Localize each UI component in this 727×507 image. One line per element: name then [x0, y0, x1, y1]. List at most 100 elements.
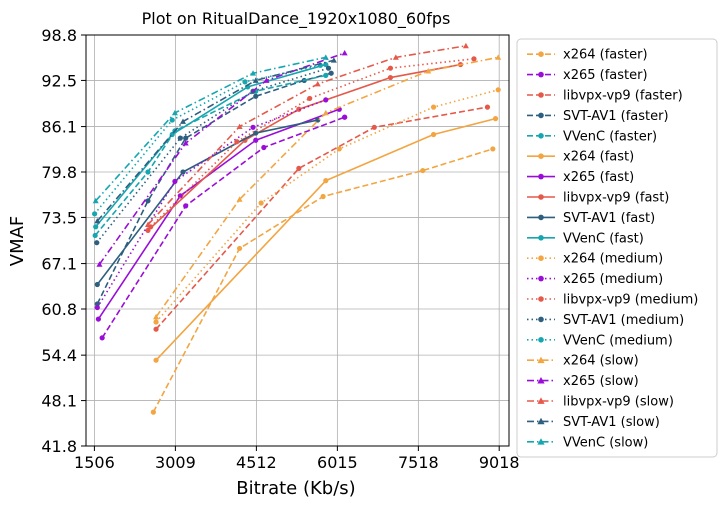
legend-entry: x265 (slow)	[527, 374, 639, 389]
data-point	[258, 200, 264, 206]
data-point	[323, 178, 329, 184]
data-point	[153, 357, 159, 363]
data-point	[430, 104, 437, 110]
legend-label: VVenC (medium)	[563, 333, 673, 348]
data-point	[92, 197, 99, 204]
data-point	[263, 77, 270, 83]
legend-entry: x265 (faster)	[527, 68, 648, 83]
legend-entry: VVenC (medium)	[527, 333, 673, 348]
tick-layer: 1506 3009 4512 6015 7518 9018 41.8 48.1 54.4 60.8…	[41, 26, 519, 472]
chart-title: Plot on RitualDance_1920x1080_60fps	[142, 9, 451, 29]
legend-entry: x265 (medium)	[527, 272, 663, 287]
series-line	[152, 148, 494, 413]
data-point	[145, 227, 151, 234]
data-point	[296, 106, 302, 112]
data-point	[94, 301, 100, 307]
series-x264-faster	[150, 146, 496, 415]
legend-label: libvpx-vp9 (fast)	[563, 191, 669, 206]
x-tick-label: 9018	[479, 453, 520, 472]
legend-label: SVT-AV1 (medium)	[563, 313, 684, 328]
legend-entry: VVenC (faster)	[527, 129, 657, 144]
legend-marker	[538, 296, 544, 302]
legend-box	[516, 38, 718, 458]
series-libvpx-vp9-slow	[144, 42, 469, 228]
legend-entry: x264 (faster)	[527, 48, 648, 63]
data-point	[336, 146, 342, 152]
legend-marker	[538, 112, 544, 119]
data-point	[236, 196, 243, 202]
legend-marker	[538, 133, 544, 139]
data-point	[462, 42, 469, 49]
legend-marker	[538, 173, 544, 180]
series-vvenc-medium	[92, 62, 324, 217]
data-point	[236, 123, 243, 129]
data-point	[153, 319, 159, 325]
x-tick-label: 7518	[398, 453, 439, 472]
data-point	[92, 211, 98, 217]
legend-entry: libvpx-vp9 (medium)	[527, 293, 698, 308]
data-point	[236, 245, 243, 252]
legend-marker	[537, 397, 545, 404]
data-point	[153, 313, 160, 320]
data-point	[94, 281, 100, 288]
data-point	[320, 193, 326, 200]
x-axis-title: Bitrate (Kb/s)	[236, 478, 355, 499]
legend-marker	[538, 92, 544, 98]
y-tick-label: 86.1	[41, 118, 77, 137]
y-tick-label: 79.8	[41, 163, 77, 182]
series-vvenc-slow	[92, 54, 329, 204]
legend-marker	[538, 153, 544, 159]
legend-entry: x264 (slow)	[527, 354, 639, 369]
legend-label: SVT-AV1 (slow)	[563, 415, 660, 430]
legend-label: SVT-AV1 (faster)	[563, 109, 669, 124]
legend-marker	[538, 214, 544, 221]
plot-frame	[85, 34, 510, 447]
legend-marker	[538, 255, 544, 261]
data-point	[322, 109, 329, 116]
series-line	[155, 106, 488, 330]
legend-entry: VVenC (fast)	[527, 231, 644, 246]
series-svt-av1-slow	[94, 57, 337, 224]
legend-label: x264 (medium)	[563, 252, 663, 267]
legend-label: x265 (faster)	[563, 68, 648, 83]
data-point	[252, 77, 259, 83]
legend-label: x264 (faster)	[563, 48, 648, 63]
y-tick-label: 92.5	[41, 71, 77, 90]
data-point	[330, 57, 337, 63]
legend-label: x265 (fast)	[563, 170, 634, 185]
legend-marker	[538, 337, 544, 343]
y-tick-label: 48.1	[41, 392, 77, 411]
data-point	[96, 261, 103, 267]
series-line	[96, 59, 335, 222]
y-tick-label: 98.8	[41, 26, 77, 45]
legend-entry: SVT-AV1 (fast)	[527, 211, 655, 226]
legend-marker	[538, 51, 544, 57]
data-point	[179, 118, 186, 124]
data-point	[307, 95, 313, 102]
x-tick-label: 3009	[155, 453, 196, 472]
legend-entry: libvpx-vp9 (slow)	[527, 395, 674, 410]
legend-entry: VVenC (slow)	[527, 435, 648, 450]
data-point	[99, 335, 105, 341]
series-x264-slow	[153, 54, 502, 320]
data-point	[387, 65, 394, 71]
data-point	[172, 178, 178, 184]
data-point	[250, 70, 257, 76]
legend-entry: libvpx-vp9 (fast)	[527, 191, 669, 206]
x-tick-label: 4512	[236, 453, 277, 472]
legend-marker	[538, 235, 544, 241]
series-line	[155, 117, 496, 361]
series-line	[96, 119, 318, 285]
data-point	[420, 167, 426, 174]
data-point	[253, 130, 259, 136]
legend-marker	[538, 194, 544, 200]
legend-label: libvpx-vp9 (medium)	[563, 293, 698, 308]
series-x265-faster	[99, 114, 348, 341]
legend-entry: x264 (fast)	[527, 150, 634, 165]
data-point	[492, 116, 499, 122]
data-point	[169, 117, 175, 123]
data-point	[387, 74, 394, 81]
legend-entry: libvpx-vp9 (faster)	[527, 89, 683, 104]
legend-label: x265 (medium)	[563, 272, 663, 287]
